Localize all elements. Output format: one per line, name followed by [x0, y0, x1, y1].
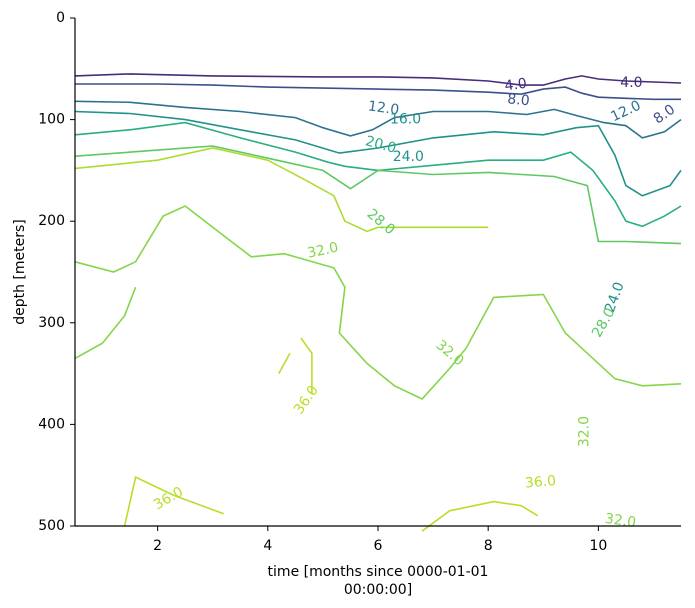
contour-label-5: 16.0	[390, 112, 421, 128]
contour-label-2: 4.0	[620, 75, 642, 91]
contour-label-3: 8.0	[651, 102, 678, 128]
contour-8-0-line-0	[75, 83, 681, 101]
contour-label-9: 28.0	[364, 206, 398, 238]
contour-16-0-line-0	[74, 110, 682, 197]
y-tick-label-300: 300	[38, 315, 65, 331]
contour-label-18: 32.0	[604, 511, 637, 531]
y-ticks: 0 100 200 300 400 500	[38, 10, 75, 534]
contour-32-0-line-0	[74, 205, 682, 400]
contour-label-4: 12.0	[367, 98, 400, 118]
y-tick-label-100: 100	[38, 112, 65, 128]
contour-4-0-line-0	[74, 73, 682, 86]
contour-label-6: 12.0	[608, 98, 643, 126]
x-tick-label-6: 6	[374, 538, 383, 554]
x-tick-label-8: 8	[484, 538, 493, 554]
contour-32-0-line-1	[74, 286, 137, 360]
contour-label-11: 32.0	[433, 337, 467, 369]
contour-28-0-line-0	[74, 147, 489, 233]
contour-36-0-line-1	[278, 352, 291, 374]
contour-label-15: 32.0	[577, 416, 593, 447]
y-tick-label-400: 400	[38, 416, 65, 432]
x-ticks: 2 4 6 8 10	[153, 526, 607, 554]
contour-label-7: 20.0	[364, 133, 398, 157]
contour-label-8: 24.0	[393, 149, 424, 165]
contour-label-16: 36.0	[151, 484, 186, 513]
x-tick-label-2: 2	[153, 538, 162, 554]
contour-label-0: 4.0	[504, 76, 528, 95]
contour-12-0-line-0	[74, 100, 682, 139]
contour-24-0-line-0	[74, 145, 682, 245]
x-axis-label-line1: time [months since 0000-01-01	[268, 564, 489, 580]
contour-lines	[74, 73, 682, 532]
contour-label-10: 32.0	[306, 240, 340, 262]
contour-36-0-line-3	[421, 500, 539, 532]
contour-labels: 4.08.04.08.012.016.0 12.020.024.028.032.0…	[151, 75, 678, 531]
contour-label-17: 36.0	[524, 473, 556, 492]
x-tick-label-4: 4	[263, 538, 272, 554]
contour-label-12: 36.0	[291, 383, 322, 418]
contour-36-0-line-0	[300, 337, 313, 394]
y-axis-label: depth [meters]	[12, 219, 28, 325]
contour-36-0-line-2	[123, 476, 224, 527]
x-tick-label-10: 10	[589, 538, 607, 554]
x-axis-label-line2: 00:00:00]	[344, 582, 412, 598]
y-tick-label-500: 500	[38, 518, 65, 534]
y-tick-label-0: 0	[56, 10, 65, 26]
y-tick-label-200: 200	[38, 213, 65, 229]
contour-label-1: 8.0	[507, 91, 531, 109]
contour-20-0-line-0	[74, 121, 682, 228]
